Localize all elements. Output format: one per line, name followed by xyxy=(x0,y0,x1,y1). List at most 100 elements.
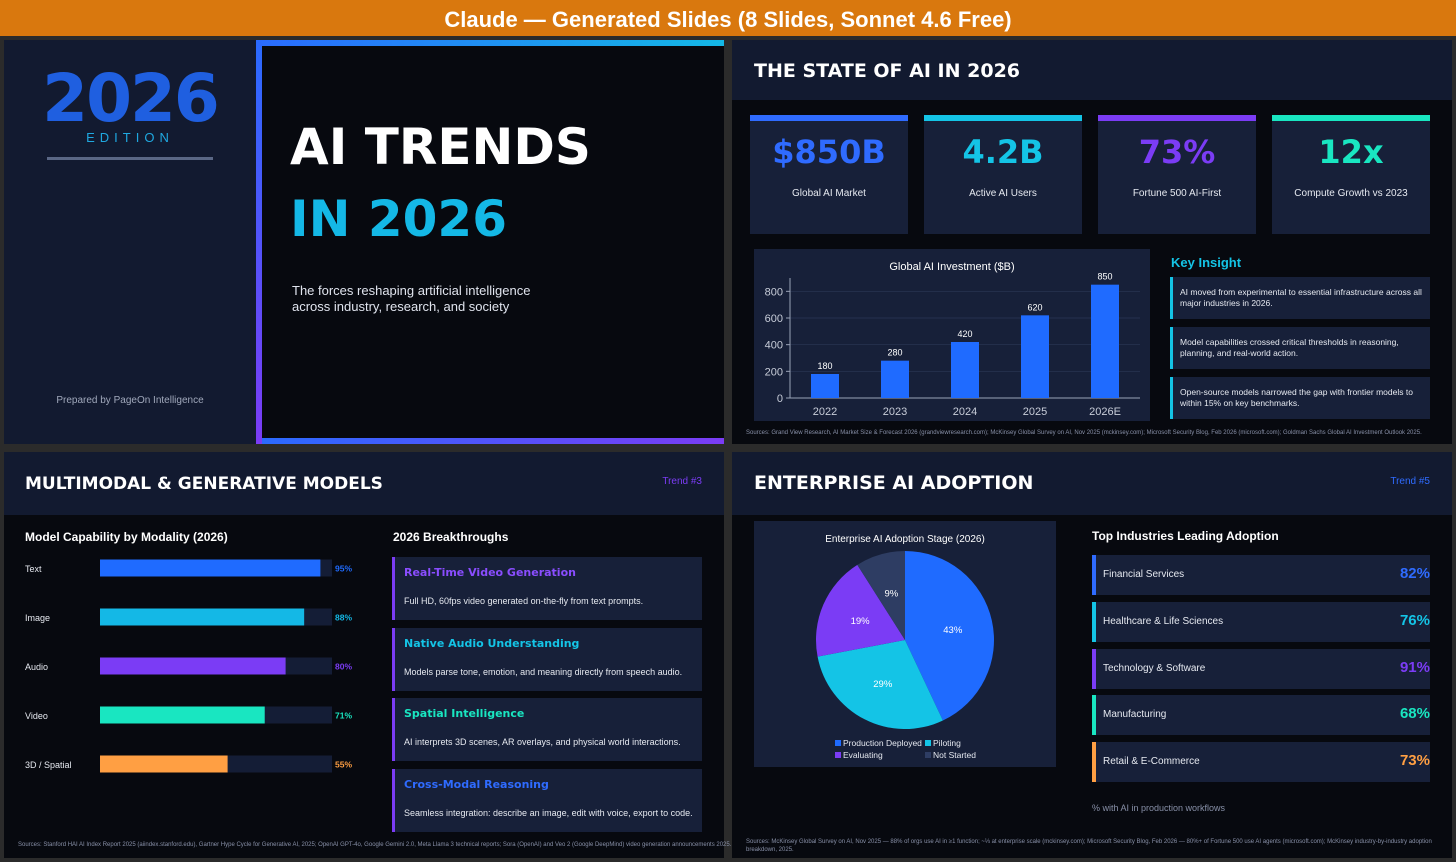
breakthrough-card xyxy=(392,768,702,832)
subtitle: The forces reshaping artificial intellig… xyxy=(292,283,531,314)
category-label: 3D / Spatial xyxy=(25,760,72,770)
sources: Sources: McKinsey Global Survey on AI, N… xyxy=(746,839,1432,853)
industry-row xyxy=(1092,648,1430,689)
industry-value: 76% xyxy=(1399,611,1430,629)
value-label: 850 xyxy=(1097,272,1112,282)
value-label: 180 xyxy=(817,361,832,371)
chart-title: Global AI Investment ($B) xyxy=(889,261,1014,273)
accent-bottom xyxy=(256,438,724,444)
slide4-header xyxy=(732,452,1452,515)
bar xyxy=(811,374,839,398)
insight-title: Key Insight xyxy=(1171,255,1242,270)
x-tick-label: 2023 xyxy=(883,406,907,418)
page-title: Claude — Generated Slides (8 Slides, Son… xyxy=(444,7,1012,32)
bar xyxy=(100,559,321,577)
bar xyxy=(1021,315,1049,398)
insight-text: Open-source models narrowed the gap with… xyxy=(1180,387,1413,408)
stat-card xyxy=(1098,115,1256,234)
stat-accent xyxy=(750,115,908,121)
chart-title: Model Capability by Modality (2026) xyxy=(25,530,228,544)
value-label: 420 xyxy=(957,329,972,339)
slice-label: 43% xyxy=(943,625,963,636)
bar xyxy=(100,706,265,724)
industry-name: Technology & Software xyxy=(1103,662,1206,674)
chart-title: Enterprise AI Adoption Stage (2026) xyxy=(825,534,985,545)
value-label: 620 xyxy=(1027,302,1042,312)
accent-top xyxy=(256,40,724,46)
y-tick-label: 200 xyxy=(765,366,783,378)
accent-left xyxy=(256,40,262,444)
industry-value: 73% xyxy=(1399,752,1430,770)
industry-value: 82% xyxy=(1399,565,1430,582)
legend-label: Production Deployed xyxy=(843,738,922,748)
footnote: % with AI in production workflows xyxy=(1092,803,1226,813)
value-label: 88% xyxy=(335,613,352,623)
stat-accent xyxy=(1098,115,1256,121)
stat-accent xyxy=(924,115,1082,121)
stat-label: Fortune 500 AI-First xyxy=(1132,188,1222,199)
category-label: Video xyxy=(25,711,48,721)
industries-title: Top Industries Leading Adoption xyxy=(1092,529,1279,543)
industry-value: 68% xyxy=(1399,705,1430,723)
slide-title: ENTERPRISE AI ADOPTION xyxy=(754,472,1034,494)
breakthrough-card xyxy=(392,627,702,691)
bar-chart: Global AI Investment ($B) 0 200 400 600 800 18… xyxy=(754,249,1150,421)
value-label: 95% xyxy=(335,564,352,574)
slide1-side xyxy=(4,40,256,444)
industry-name: Healthcare & Life Sciences xyxy=(1103,615,1224,627)
industry-row xyxy=(1092,555,1430,595)
insight-card xyxy=(1170,377,1430,419)
sources: Sources: Stanford HAI AI Index Report 20… xyxy=(18,842,732,848)
insight-card xyxy=(1170,327,1430,369)
slide-title: MULTIMODAL & GENERATIVE MODELS xyxy=(25,474,383,494)
title-line2: IN 2026 xyxy=(290,190,508,248)
slice-label: 9% xyxy=(884,588,898,599)
breakthrough-title: Cross-Modal Reasoning xyxy=(404,777,549,791)
legend-swatch xyxy=(835,752,841,758)
stat-value: 4.2B xyxy=(962,133,1044,171)
value-label: 71% xyxy=(335,711,352,721)
breakthrough-text: Models parse tone, emotion, and meaning … xyxy=(404,666,683,677)
industry-name: Manufacturing xyxy=(1103,709,1167,721)
title-line1: AI TRENDS xyxy=(290,118,591,176)
slide3-header xyxy=(4,452,724,515)
category-label: Image xyxy=(25,613,50,623)
pie-slice xyxy=(857,551,905,640)
divider xyxy=(47,157,213,160)
stat-value: 12x xyxy=(1318,133,1384,171)
stat-label: Compute Growth vs 2023 xyxy=(1294,188,1408,199)
slice-label: 19% xyxy=(851,616,871,627)
industry-row xyxy=(1092,742,1430,783)
category-label: Text xyxy=(25,564,42,574)
bar xyxy=(100,657,286,675)
stat-card xyxy=(924,115,1082,234)
breakthrough-title: Spatial Intelligence xyxy=(404,707,525,720)
x-tick-label: 2022 xyxy=(813,406,837,418)
pie-chart: Enterprise AI Adoption Stage (2026) 43% 29… xyxy=(754,521,1056,767)
pie-slice xyxy=(817,640,943,729)
industry-value: 91% xyxy=(1399,658,1430,676)
breakthrough-card xyxy=(392,557,702,620)
pie-slice xyxy=(905,551,994,721)
bar xyxy=(100,755,228,773)
value-label: 80% xyxy=(335,662,352,672)
category-label: Audio xyxy=(25,662,48,672)
stat-card xyxy=(1272,115,1430,234)
legend-label: Piloting xyxy=(933,738,961,748)
legend-swatch xyxy=(925,752,931,758)
bar xyxy=(951,342,979,398)
y-tick-label: 0 xyxy=(777,393,783,405)
legend-swatch xyxy=(925,740,931,746)
year: 2026 xyxy=(42,60,220,137)
value-label: 280 xyxy=(887,348,902,358)
trend-tag: Trend #5 xyxy=(1390,476,1430,487)
breakthrough-text: AI interprets 3D scenes, AR overlays, an… xyxy=(404,737,681,747)
x-tick-label: 2024 xyxy=(953,406,977,418)
bar xyxy=(100,608,305,626)
bar xyxy=(881,360,909,398)
bar xyxy=(1091,284,1119,398)
industry-name: Financial Services xyxy=(1103,569,1185,580)
breakthrough-title: Native Audio Understanding xyxy=(404,636,580,650)
insight-text: AI moved from experimental to essential … xyxy=(1180,287,1422,308)
